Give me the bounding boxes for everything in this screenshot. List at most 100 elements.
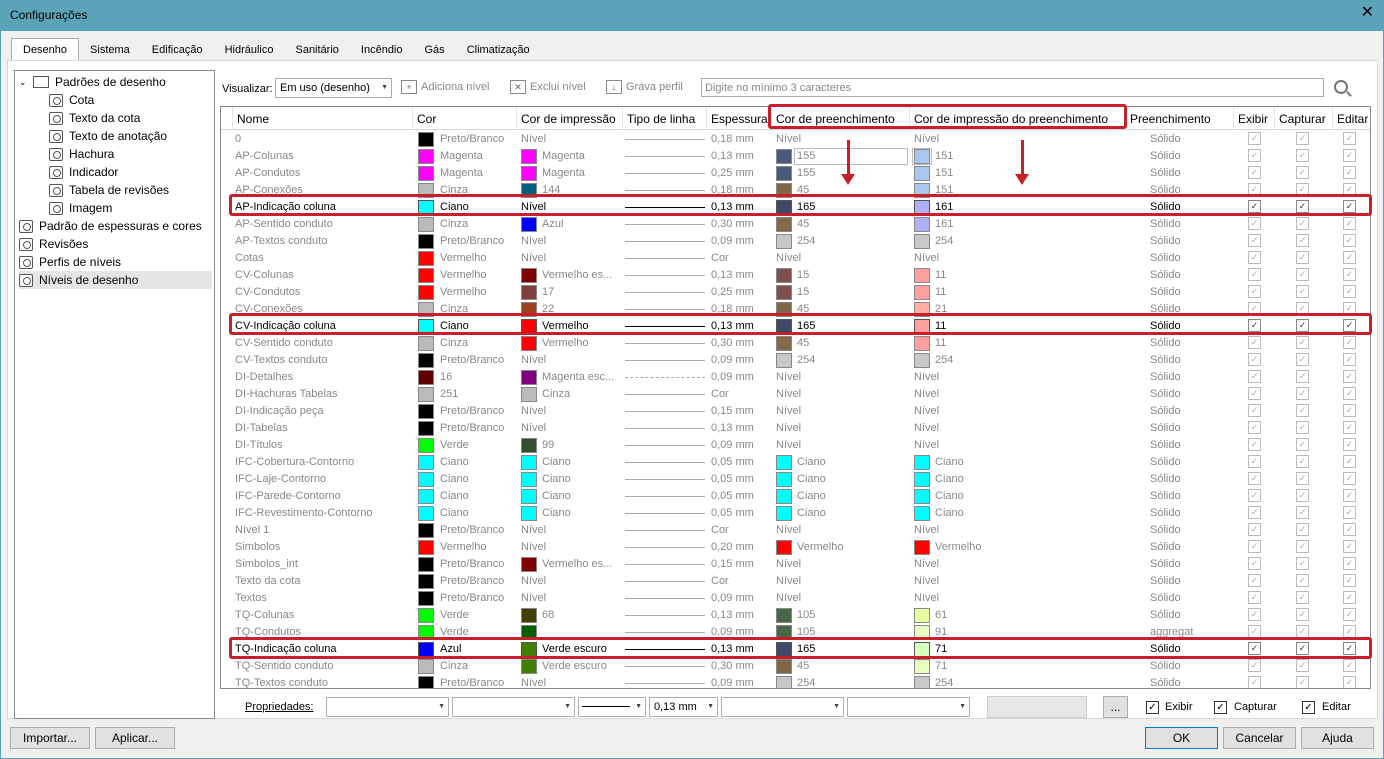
fill-print-color-swatch[interactable] (914, 489, 930, 504)
print-color-swatch[interactable] (521, 455, 537, 470)
table-row[interactable]: 0 Preto/Branco Nível 0,18 mm Nível Nível Sólid… (221, 131, 1370, 148)
table-row[interactable]: Textos Preto/Branco Nível 0,09 mm Nível Nível… (221, 590, 1370, 607)
edit-checkbox[interactable]: ✓ (1343, 183, 1356, 196)
tab-0[interactable]: Desenho (11, 38, 80, 60)
column-header-4[interactable]: Espessura (707, 107, 772, 130)
capture-checkbox[interactable]: ✓ (1296, 676, 1309, 688)
prop-fill-button[interactable] (987, 696, 1087, 718)
color-swatch[interactable] (418, 625, 434, 640)
color-swatch[interactable] (418, 455, 434, 470)
color-swatch[interactable] (418, 387, 434, 402)
fill-print-color-swatch[interactable] (914, 285, 930, 300)
capture-checkbox[interactable]: ✓ (1296, 387, 1309, 400)
edit-checkbox[interactable]: ✓ (1343, 353, 1356, 366)
show-checkbox[interactable]: ✓ (1248, 642, 1261, 655)
print-color-swatch[interactable] (521, 183, 537, 198)
tab-4[interactable]: Sanitário (295, 44, 339, 56)
tree-item-top-3[interactable]: Níveis de desenho (19, 271, 212, 289)
linetype-preview[interactable] (625, 496, 705, 497)
print-color-swatch[interactable] (521, 472, 537, 487)
search-icon[interactable] (1334, 80, 1348, 94)
print-color-swatch[interactable] (521, 336, 537, 351)
edit-checkbox[interactable]: ✓ (1343, 438, 1356, 451)
color-swatch[interactable] (418, 370, 434, 385)
color-swatch[interactable] (418, 591, 434, 606)
show-checkbox[interactable]: ✓ (1248, 489, 1261, 502)
search-input[interactable]: Digite no mínimo 3 caracteres (701, 78, 1324, 97)
table-row[interactable]: DI-Indicação peça Preto/Branco Nível 0,15 m… (221, 403, 1370, 420)
show-checkbox[interactable]: ✓ (1248, 676, 1261, 688)
column-header-5[interactable]: Cor de preenchimento (772, 107, 910, 130)
print-color-swatch[interactable] (521, 285, 537, 300)
color-swatch[interactable] (418, 319, 434, 334)
edit-checkbox[interactable]: ✓ (1343, 659, 1356, 672)
print-color-swatch[interactable] (521, 659, 537, 674)
capture-checkbox[interactable]: ✓ (1296, 659, 1309, 672)
color-swatch[interactable] (418, 183, 434, 198)
linetype-preview[interactable] (625, 241, 705, 242)
settings-tree[interactable]: ⌄ Padrões de desenho Cota Texto da cota Text… (14, 70, 215, 719)
color-swatch[interactable] (418, 353, 434, 368)
color-swatch[interactable] (418, 608, 434, 623)
edit-checkbox[interactable]: ✓ (1343, 523, 1356, 536)
tree-item-6[interactable]: Imagem (49, 199, 112, 217)
edit-checkbox[interactable]: ✓ (1343, 166, 1356, 179)
linetype-preview[interactable] (625, 683, 705, 684)
capture-checkbox[interactable]: ✓ (1296, 455, 1309, 468)
linetype-preview[interactable] (625, 207, 705, 208)
print-color-swatch[interactable] (521, 370, 537, 385)
print-color-swatch[interactable] (521, 506, 537, 521)
color-swatch[interactable] (418, 268, 434, 283)
tree-item-top-2[interactable]: Perfis de níveis (19, 253, 121, 271)
fill-color-swatch[interactable] (776, 676, 792, 688)
fill-print-color-swatch[interactable] (914, 659, 930, 674)
table-row[interactable]: CV-Textos conduto Preto/Branco Nível 0,09 m… (221, 352, 1370, 369)
show-checkbox[interactable]: ✓ (1248, 472, 1261, 485)
show-checkbox[interactable]: ✓ (1248, 608, 1261, 621)
linetype-preview[interactable] (625, 173, 705, 174)
capture-checkbox[interactable]: ✓ (1296, 217, 1309, 230)
fill-color-swatch[interactable] (776, 217, 792, 232)
fill-color-swatch[interactable] (776, 353, 792, 368)
view-select[interactable]: Em uso (desenho) ▼ (275, 78, 392, 98)
edit-checkbox[interactable]: ✓ (1343, 574, 1356, 587)
edit-checkbox[interactable]: ✓ (1343, 625, 1356, 638)
edit-checkbox[interactable]: ✓ (1343, 455, 1356, 468)
linetype-preview[interactable] (625, 275, 705, 276)
show-checkbox[interactable]: ✓ (1248, 149, 1261, 162)
show-checkbox[interactable]: ✓ (1248, 540, 1261, 553)
print-color-swatch[interactable] (521, 608, 537, 623)
color-swatch[interactable] (418, 659, 434, 674)
table-row[interactable]: Simbolos_int Preto/Branco Vermelho es... 0,… (221, 556, 1370, 573)
table-row[interactable]: AP-Indicação coluna Ciano Nível 0,13 mm 165 1… (221, 199, 1370, 216)
capture-checkbox[interactable]: ✓ (1296, 200, 1309, 213)
edit-checkbox[interactable]: ✓ (1343, 472, 1356, 485)
show-checkbox[interactable]: ✓ (1248, 217, 1261, 230)
tree-item-2[interactable]: Texto de anotação (49, 127, 167, 145)
edit-checkbox[interactable]: ✓ (1343, 217, 1356, 230)
show-checkbox[interactable]: ✓ (1248, 591, 1261, 604)
capture-checkbox[interactable]: ✓ (1296, 149, 1309, 162)
capture-checkbox[interactable]: ✓ (1296, 540, 1309, 553)
edit-checkbox[interactable]: ✓ (1343, 387, 1356, 400)
print-color-swatch[interactable] (521, 489, 537, 504)
capture-checkbox[interactable]: ✓ (1296, 285, 1309, 298)
edit-checkbox[interactable]: ✓ (1343, 489, 1356, 502)
linetype-preview[interactable] (625, 190, 705, 191)
show-checkbox[interactable]: ✓ (1248, 132, 1261, 145)
linetype-preview[interactable] (625, 649, 705, 650)
show-checkbox[interactable]: ✓ (1248, 183, 1261, 196)
capture-checkbox[interactable]: ✓ (1296, 489, 1309, 502)
show-checkbox[interactable]: ✓ (1248, 200, 1261, 213)
edit-checkbox[interactable]: ✓ (1343, 421, 1356, 434)
edit-checkbox[interactable]: ✓ (1343, 302, 1356, 315)
edit-checkbox[interactable]: ✓ (1343, 336, 1356, 349)
color-swatch[interactable] (418, 132, 434, 147)
table-row[interactable]: CV-Sentido conduto Cinza Vermelho 0,30 mm 45… (221, 335, 1370, 352)
fill-print-color-swatch[interactable] (914, 217, 930, 232)
prop-thickness-select[interactable]: 0,13 mm ▼ (649, 697, 718, 717)
show-checkbox[interactable]: ✓ (1248, 625, 1261, 638)
print-color-swatch[interactable] (521, 217, 537, 232)
column-header-9[interactable]: Capturar (1275, 107, 1333, 130)
table-row[interactable]: DI-Títulos Verde 99 0,09 mm Nível Nível Sólido… (221, 437, 1370, 454)
